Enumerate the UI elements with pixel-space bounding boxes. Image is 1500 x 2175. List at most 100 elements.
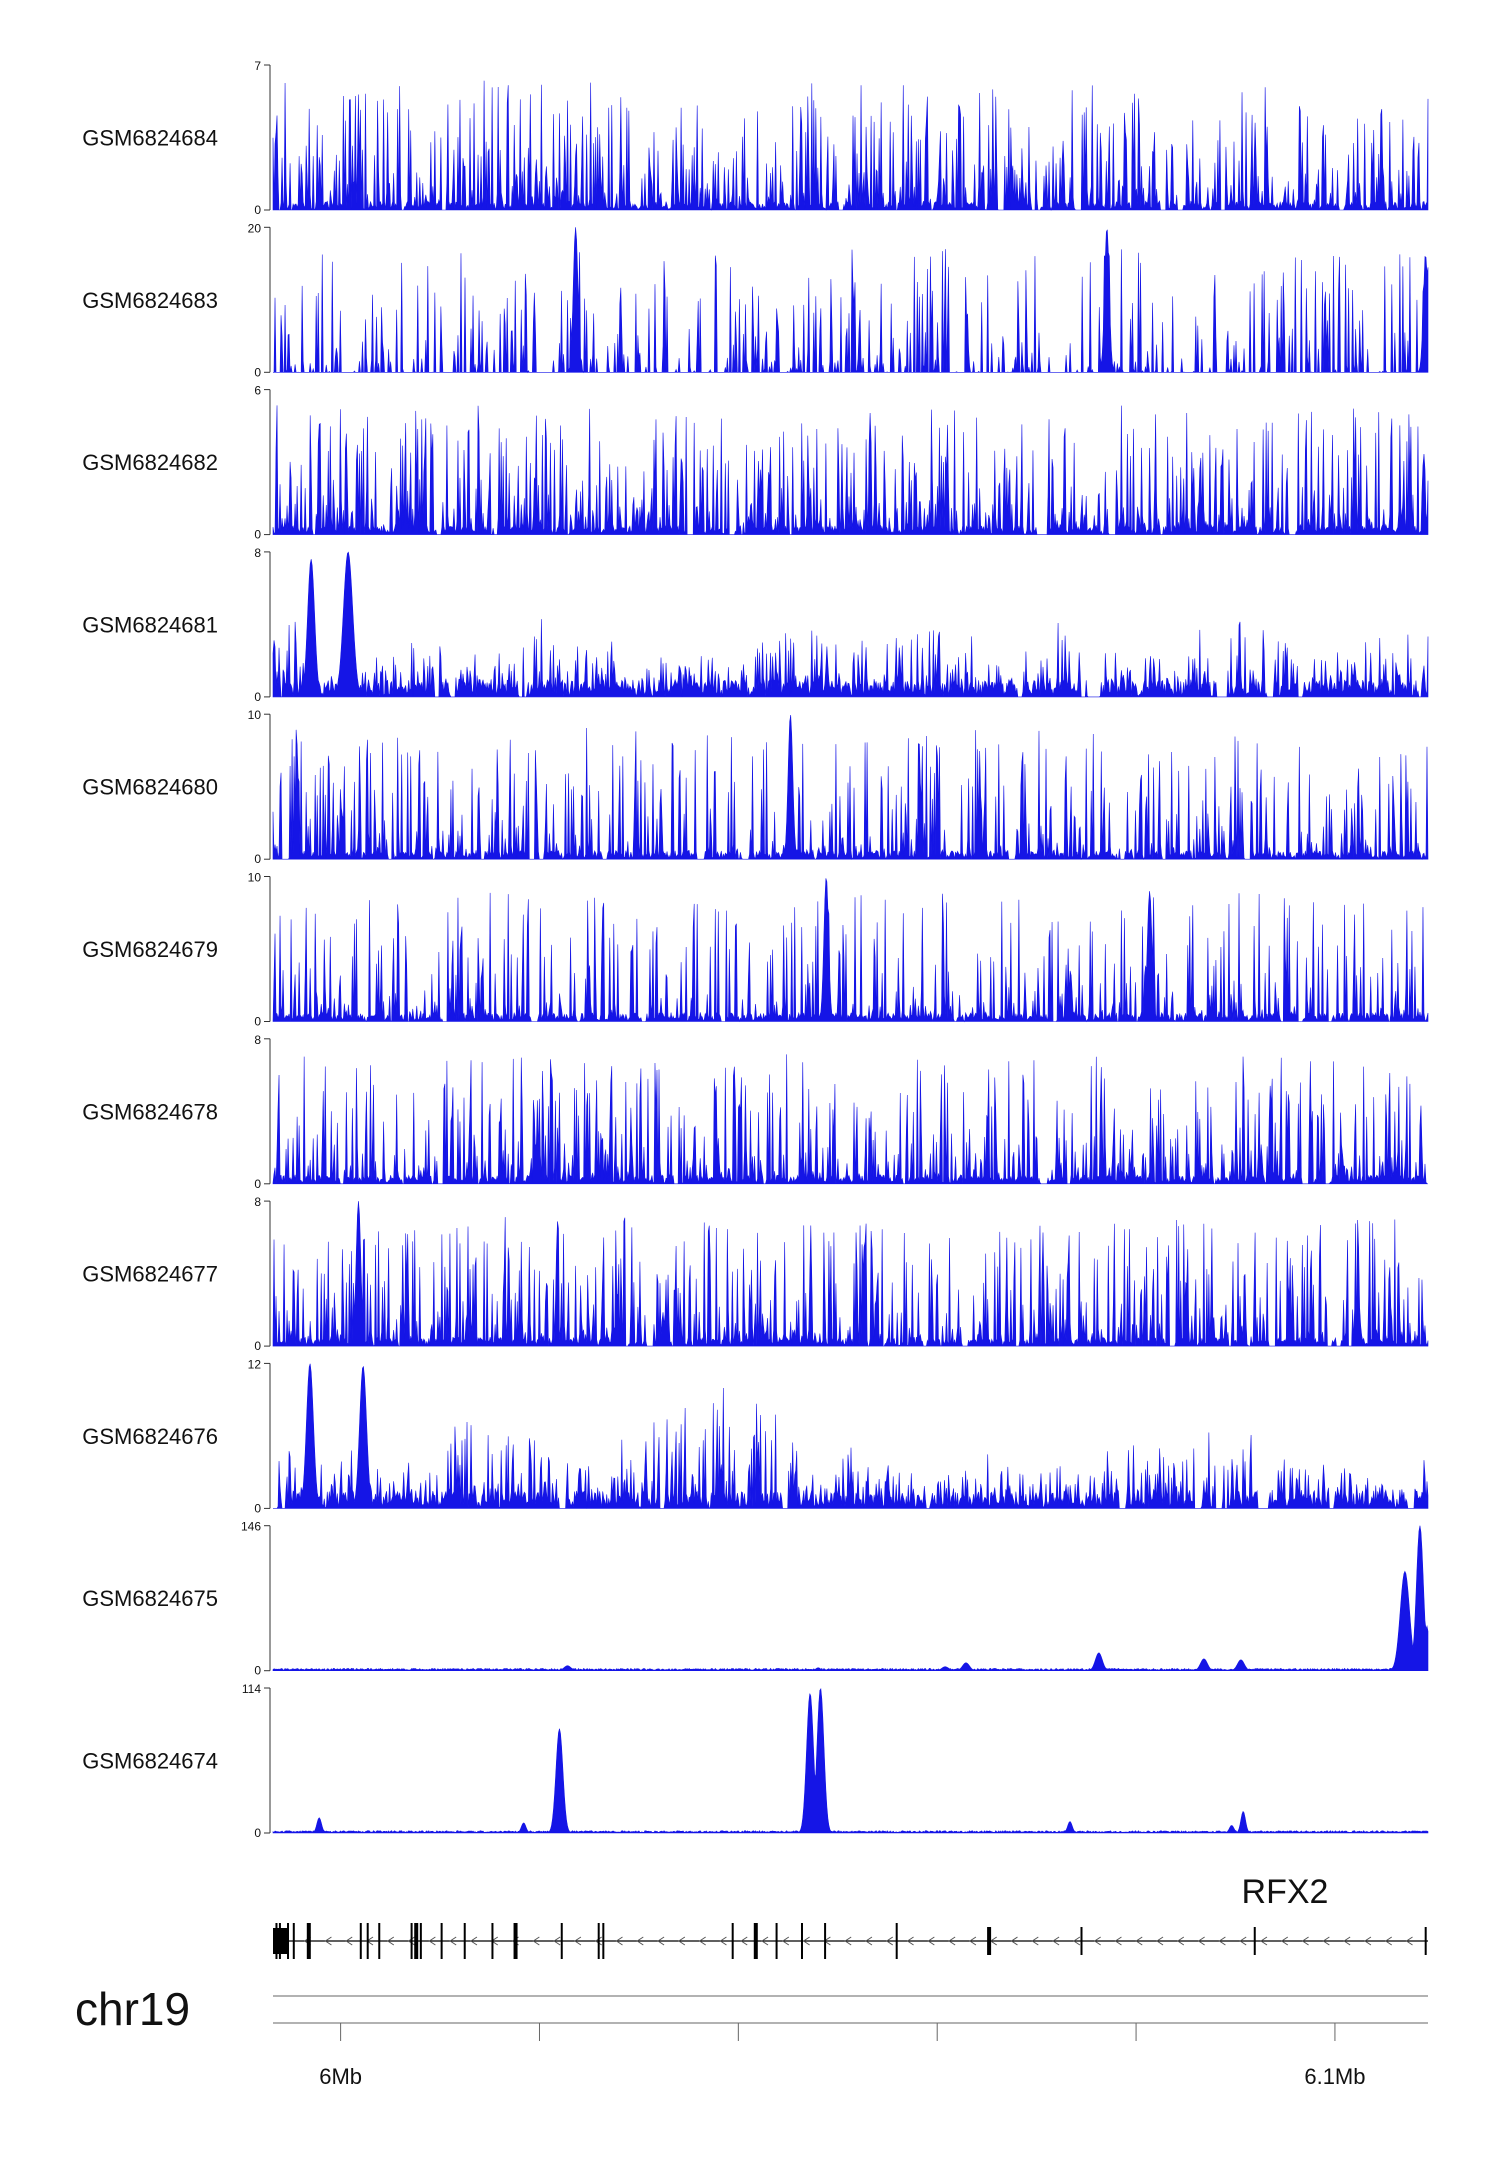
gene-exon: [287, 1923, 290, 1959]
strand-chevron: [1239, 1936, 1247, 1946]
strand-chevron: [781, 1936, 790, 1946]
strand-chevron: [906, 1936, 914, 1946]
y-tick-label-max: 7: [254, 59, 261, 73]
track-label: GSM6824684: [82, 126, 218, 151]
strand-chevron: [449, 1936, 457, 1946]
y-tick-label-max: 20: [248, 221, 262, 235]
y-tick-label-min: 0: [254, 528, 261, 542]
track-GSM6824679: GSM6824679 10 0: [82, 871, 1429, 1029]
y-tick-label-min: 0: [254, 1177, 261, 1191]
y-tick-label-min: 0: [254, 203, 261, 217]
track-GSM6824684: GSM6824684 7 0: [82, 59, 1429, 217]
track-label: GSM6824681: [82, 612, 218, 637]
gene-exon: [440, 1923, 443, 1959]
y-tick-label-min: 0: [254, 1664, 261, 1678]
gene-exon: [1080, 1927, 1083, 1955]
signal-area: [272, 551, 1429, 698]
gene-exon: [1253, 1927, 1256, 1955]
track-GSM6824682: GSM6824682 6 0: [82, 384, 1429, 542]
y-tick-label-max: 12: [248, 1357, 262, 1371]
gene-exon: [359, 1923, 362, 1959]
strand-chevron: [1156, 1936, 1164, 1946]
strand-chevron: [1260, 1936, 1268, 1946]
y-tick-label-max: 10: [248, 708, 262, 722]
strand-chevron: [948, 1936, 956, 1946]
strand-chevron: [532, 1936, 540, 1946]
y-tick-label-max: 8: [254, 1195, 261, 1209]
y-tick-label-min: 0: [254, 1826, 261, 1840]
y-tick-label-min: 0: [254, 1501, 261, 1515]
x-tick-label: 6.1Mb: [1304, 2064, 1365, 2089]
signal-area: [272, 80, 1429, 211]
y-tick-label-max: 146: [241, 1520, 261, 1534]
y-tick-label-min: 0: [254, 690, 261, 704]
strand-chevron: [802, 1936, 810, 1946]
strand-chevron: [844, 1936, 852, 1946]
gene-exon: [1424, 1927, 1427, 1955]
strand-chevron: [1072, 1936, 1081, 1946]
track-GSM6824675: GSM6824675 146 0: [82, 1520, 1429, 1678]
gene-exon: [602, 1923, 605, 1959]
strand-chevron: [761, 1936, 769, 1946]
track-GSM6824680: GSM6824680 10 0: [82, 708, 1429, 866]
track-GSM6824676: GSM6824676 12 0: [82, 1357, 1429, 1515]
gene-exon: [775, 1923, 778, 1959]
strand-chevron: [1010, 1936, 1018, 1946]
signal-area: [272, 714, 1429, 861]
gene-exon: [410, 1923, 413, 1959]
strand-chevron: [470, 1936, 478, 1946]
track-label: GSM6824680: [82, 775, 218, 800]
gene-exon: [275, 1923, 278, 1959]
gene-exon: [366, 1923, 369, 1959]
track-label: GSM6824683: [82, 288, 218, 313]
signal-area: [273, 227, 1429, 374]
strand-chevron: [428, 1936, 436, 1946]
strand-chevron: [677, 1936, 686, 1946]
strand-chevron: [1364, 1936, 1372, 1946]
track-label: GSM6824674: [82, 1749, 218, 1774]
track-GSM6824674: GSM6824674 114 0: [82, 1682, 1429, 1840]
strand-chevron: [865, 1936, 873, 1946]
gene-exon: [513, 1923, 518, 1959]
track-GSM6824678: GSM6824678 8 0: [82, 1033, 1428, 1191]
gene-model-track: RFX2: [273, 1873, 1428, 1959]
strand-chevron: [1384, 1936, 1393, 1946]
gene-exon: [419, 1923, 422, 1959]
y-tick-label-min: 0: [254, 852, 261, 866]
gene-exon: [731, 1923, 734, 1959]
strand-chevron: [1176, 1936, 1185, 1946]
gene-exon: [560, 1923, 563, 1959]
track-GSM6824681: GSM6824681 8 0: [82, 546, 1429, 704]
strand-chevron: [657, 1936, 665, 1946]
strand-chevron: [386, 1936, 395, 1946]
strand-chevron: [969, 1936, 977, 1946]
strand-chevron: [1301, 1936, 1309, 1946]
signal-area: [273, 1363, 1429, 1510]
strand-chevron: [719, 1936, 727, 1946]
strand-chevron: [615, 1936, 623, 1946]
track-label: GSM6824675: [82, 1586, 218, 1611]
strand-chevron: [1322, 1936, 1330, 1946]
strand-chevron: [553, 1936, 561, 1946]
strand-chevron: [1405, 1936, 1413, 1946]
gene-exon-block: [273, 1928, 289, 1954]
strand-chevron: [1093, 1936, 1101, 1946]
strand-chevron: [1280, 1936, 1289, 1946]
signal-area: [272, 405, 1429, 536]
strand-chevron: [1031, 1936, 1039, 1946]
gene-exon: [463, 1923, 466, 1959]
strand-chevron: [1218, 1936, 1226, 1946]
track-label: GSM6824678: [82, 1099, 218, 1124]
signal-area: [272, 1687, 1429, 1834]
genome-axis: chr19 6Mb 6.1Mb: [75, 1983, 1428, 2089]
strand-chevron: [345, 1936, 353, 1946]
strand-chevron: [636, 1936, 644, 1946]
tracks-layer: GSM682468470GSM6824683200GSM682468260GSM…: [82, 59, 1429, 1840]
gene-exon: [278, 1923, 281, 1959]
gene-exon: [414, 1923, 419, 1959]
strand-chevron: [740, 1936, 748, 1946]
signal-area: [272, 1201, 1429, 1347]
y-tick-label-max: 8: [254, 1033, 261, 1047]
